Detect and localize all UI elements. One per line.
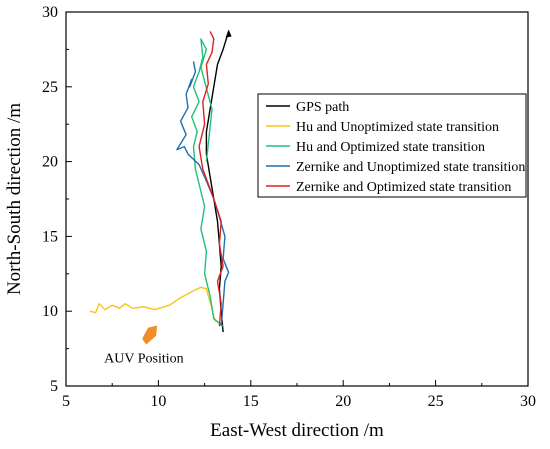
legend-label: GPS path — [296, 100, 349, 115]
series-line-gps-path — [205, 31, 230, 333]
series-line-hu-and-unoptimized-state-transition — [89, 286, 217, 322]
series-lines — [89, 29, 232, 333]
legend-label: Zernike and Unoptimized state transition — [296, 160, 525, 175]
x-tick-label: 20 — [335, 393, 351, 410]
y-tick-label: 15 — [42, 228, 58, 245]
y-tick-label: 25 — [42, 79, 58, 96]
x-tick-label: 5 — [62, 393, 70, 410]
y-axis-title: North-South direction /m — [4, 103, 25, 295]
x-tick-label: 30 — [520, 393, 536, 410]
series-line-zernike-and-unoptimized-state-transition — [176, 61, 230, 327]
legend-box — [257, 93, 527, 198]
y-tick-label: 30 — [42, 4, 58, 21]
x-axis-title: East-West direction /m — [210, 420, 384, 441]
legend-label: Hu and Unoptimized state transition — [296, 120, 499, 135]
legend-label: Zernike and Optimized state transition — [296, 180, 511, 195]
legend-label: Hu and Optimized state transition — [296, 140, 485, 155]
y-tick-label: 10 — [42, 303, 58, 320]
auv-position-marker — [142, 325, 158, 345]
series-line-zernike-and-optimized-state-transition — [198, 31, 224, 327]
x-tick-label: 25 — [428, 393, 444, 410]
legend: GPS path Hu and Unoptimized state transit… — [257, 93, 527, 198]
y-tick-label: 5 — [50, 378, 58, 395]
x-tick-label: 10 — [150, 393, 166, 410]
plot-frame — [65, 11, 529, 387]
gps-arrow-head — [225, 29, 232, 38]
axis-ticks: 5 10 15 20 25 30 5 10 15 20 25 30 — [42, 4, 536, 410]
y-tick-label: 20 — [42, 154, 58, 171]
x-tick-label: 15 — [243, 393, 259, 410]
annotation-layer: AUV Position — [104, 325, 184, 367]
auv-position-label: AUV Position — [104, 352, 183, 367]
series-line-hu-and-optimized-state-transition — [190, 38, 224, 327]
